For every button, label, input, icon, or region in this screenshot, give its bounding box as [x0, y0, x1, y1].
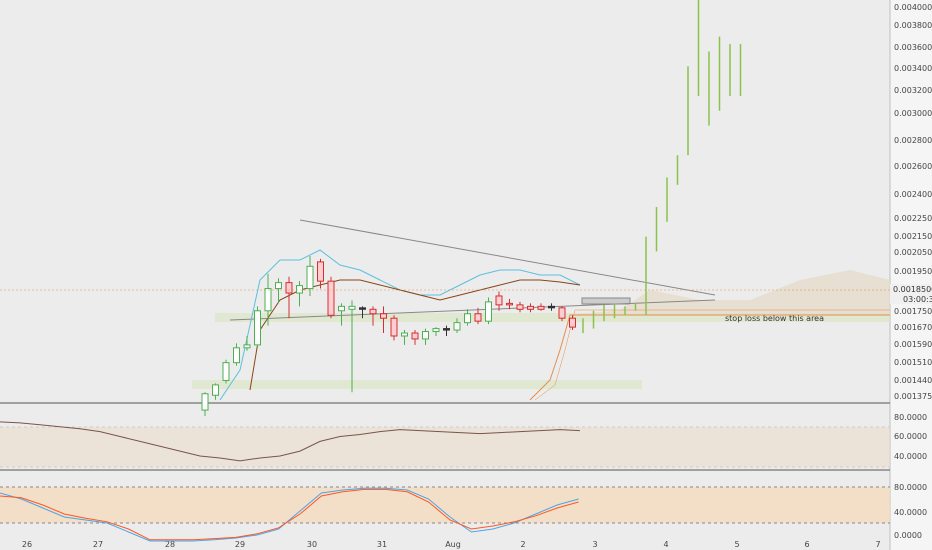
current-price-text: 0.00185001 [893, 285, 932, 294]
small-box [581, 297, 631, 305]
candle [390, 315, 398, 341]
price-label-bg [890, 284, 932, 304]
p3-series-k [0, 487, 579, 542]
x-axis-label: 26 [22, 540, 32, 549]
x-axis-label: 3 [592, 540, 597, 549]
candle [537, 303, 545, 311]
x-axis-label: 27 [93, 540, 103, 549]
main-y-tick: 0.00175000 [894, 307, 932, 316]
main-y-tick: 0.00159000 [894, 340, 932, 349]
x-axis-label: 5 [734, 540, 739, 549]
candle [432, 327, 440, 336]
stop-loss-text: stop loss below this area [725, 314, 824, 323]
candle [474, 307, 482, 325]
main-y-tick: 0.00400000 [894, 3, 932, 12]
main-y-tick: 0.00360000 [894, 43, 932, 52]
candle [327, 276, 335, 319]
orange-line-1 [529, 314, 890, 401]
candle [569, 315, 576, 331]
candles-group [201, 0, 742, 417]
x-axis-label: 7 [875, 540, 880, 549]
candle [485, 297, 492, 325]
main-y-tick: 0.00240000 [894, 190, 932, 199]
main-y-tick: 0.00215000 [894, 232, 932, 241]
orange-line-2 [534, 309, 890, 401]
candle [527, 303, 534, 313]
p3-y-tick: 0.0000 [894, 531, 922, 540]
candle [548, 303, 555, 311]
candle [222, 359, 230, 384]
main-y-tick: 0.00195000 [894, 267, 932, 276]
x-axis-label: 30 [307, 540, 317, 549]
main-y-tick: 0.00144000 [894, 376, 932, 385]
indicators-group [0, 421, 890, 542]
consolidation-box-bottom [192, 380, 642, 389]
p3-bg [0, 487, 890, 523]
candle [516, 301, 524, 313]
candle [243, 335, 251, 351]
main-y-tick: 0.00340000 [894, 64, 932, 73]
candle [275, 278, 282, 304]
x-axis-label: 6 [804, 540, 809, 549]
main-y-tick: 0.00167000 [894, 323, 932, 332]
p3-y-tick: 80.0000 [894, 483, 927, 492]
main-y-tick: 0.00380000 [894, 21, 932, 30]
candle [422, 328, 429, 345]
x-axis-label: Aug [445, 540, 461, 549]
scale-bg [890, 0, 932, 550]
candle [453, 318, 461, 334]
candle [380, 306, 387, 334]
candle [558, 306, 566, 322]
x-axis-label: 31 [377, 540, 387, 549]
p2-series [0, 421, 581, 462]
p2-y-tick: 40.0000 [894, 452, 927, 461]
x-axis-label: 4 [663, 540, 668, 549]
candle [233, 343, 240, 366]
cloud-area [570, 270, 890, 315]
trendline-bottom [229, 299, 716, 321]
main-y-tick: 0.00260000 [894, 162, 932, 171]
candle [464, 309, 471, 326]
candle [296, 281, 303, 307]
candle [443, 325, 450, 336]
main-y-tick: 0.00205000 [894, 248, 932, 257]
main-y-tick: 0.00320000 [894, 86, 932, 95]
candle [212, 383, 219, 400]
candle [338, 303, 345, 326]
candle [254, 306, 261, 348]
main-y-tick: 0.00137500 [894, 392, 932, 401]
main-y-tick: 0.00300000 [894, 109, 932, 118]
candle [369, 306, 377, 326]
main-y-tick: 0.00225000 [894, 214, 932, 223]
x-axis-label: 2 [520, 540, 525, 549]
p2-bg [0, 427, 890, 467]
candle [306, 255, 314, 296]
p3-y-tick: 40.0000 [894, 508, 927, 517]
candle [317, 258, 324, 289]
main-y-tick: 0.00151000 [894, 358, 932, 367]
candle [348, 300, 356, 393]
p2-y-tick: 60.0000 [894, 432, 927, 441]
candle [264, 273, 272, 326]
candle [359, 306, 366, 319]
x-axis-label: 29 [235, 540, 245, 549]
countdown-text: 03:00:36 [903, 295, 932, 304]
main-y-tick: 0.00280000 [894, 136, 932, 145]
x-axis-label: 28 [165, 540, 175, 549]
p3-series-d [0, 488, 579, 541]
p2-y-tick: 80.0000 [894, 413, 927, 422]
axes-group: 0.00400000 0.00380000 0.00360000 0.00340000… [22, 3, 932, 549]
candle [495, 291, 503, 311]
candle [285, 276, 293, 319]
candle [411, 330, 419, 345]
candle [506, 298, 513, 310]
candle [201, 392, 209, 417]
candle [401, 330, 408, 345]
consolidation-box-top [215, 313, 890, 322]
